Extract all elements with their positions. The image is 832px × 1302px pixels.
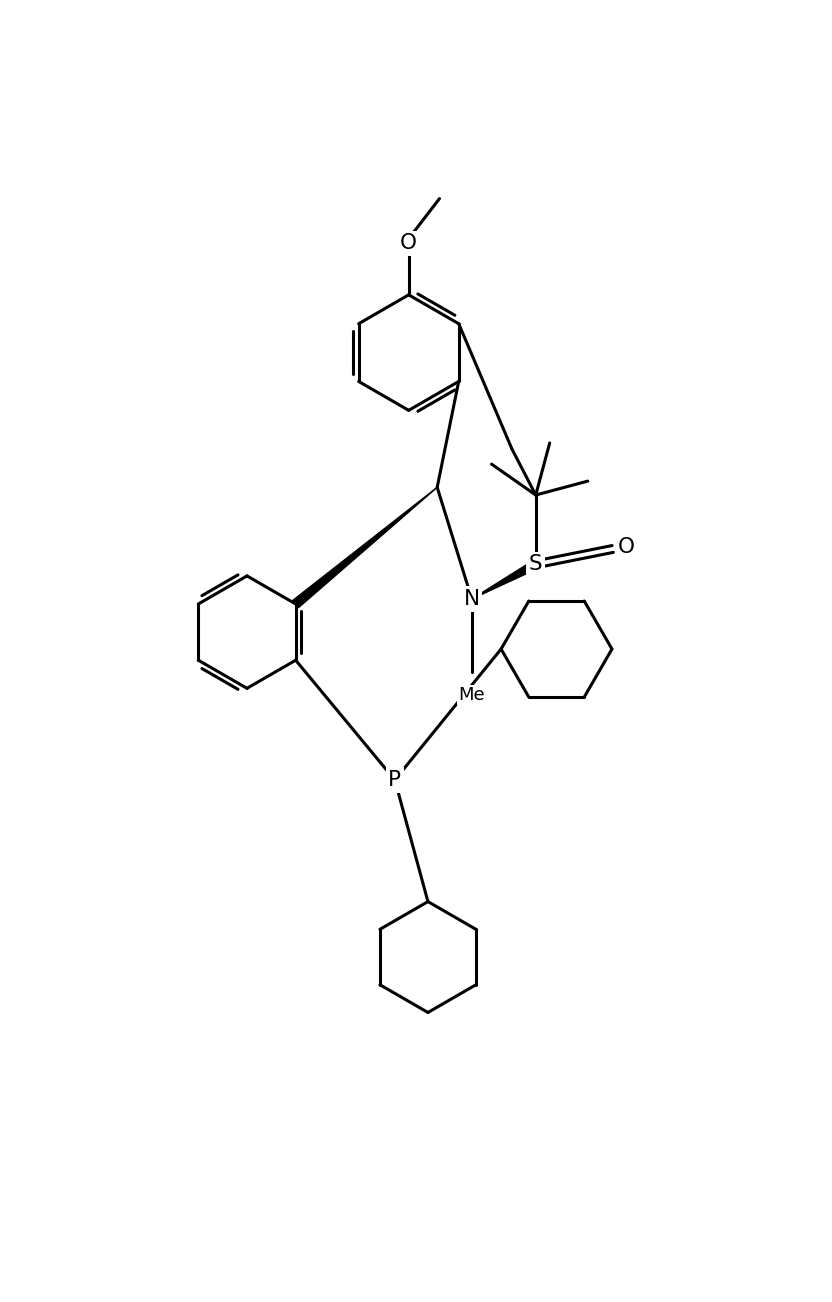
Text: S: S (529, 555, 542, 574)
Text: O: O (617, 538, 634, 557)
Text: O: O (617, 538, 634, 557)
Text: N: N (463, 589, 480, 609)
Text: Me: Me (458, 686, 485, 704)
Polygon shape (293, 487, 437, 608)
Text: O: O (400, 233, 417, 254)
Text: P: P (389, 769, 401, 790)
Polygon shape (472, 560, 538, 599)
Text: P: P (389, 769, 401, 790)
Text: N: N (463, 589, 480, 609)
Text: S: S (529, 555, 542, 574)
Text: O: O (400, 233, 417, 254)
